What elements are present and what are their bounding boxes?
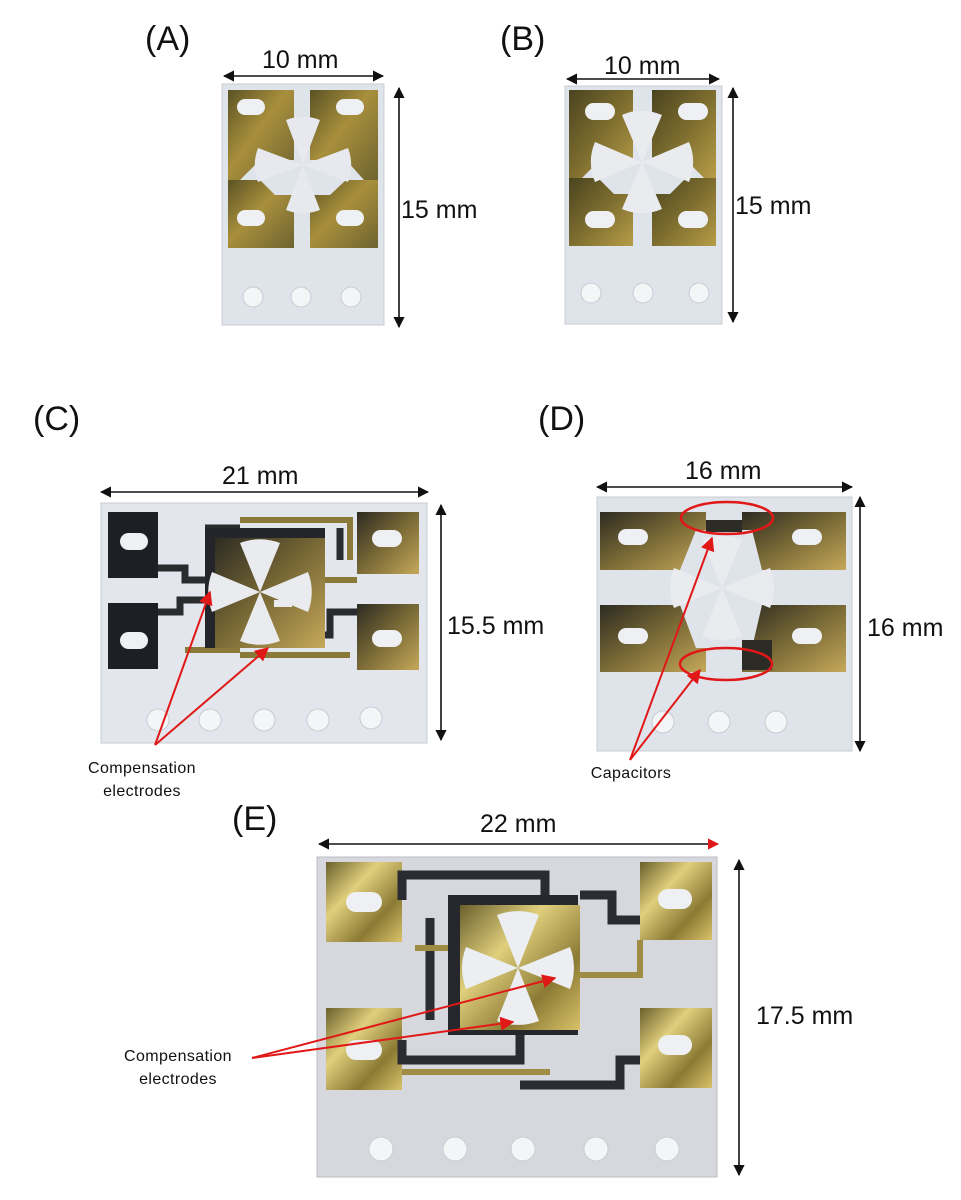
panel-e-annotation-line1: Compensation (124, 1048, 232, 1065)
panel-d-annotation: Capacitors (590, 765, 672, 782)
panel-b-label: (B) (500, 20, 546, 58)
panel-c-photo (100, 502, 428, 744)
panel-d-width-label: 16 mm (685, 457, 762, 485)
panel-d-annotation-arrows (629, 536, 715, 761)
panel-c-annotation: Compensation electrodes (72, 757, 212, 803)
panel-e-height-label: 17.5 mm (756, 1002, 854, 1030)
panel-c-label: (C) (33, 400, 81, 438)
panel-e-photo (316, 856, 718, 1178)
panel-d-photo (596, 496, 853, 752)
panel-a-photo (221, 83, 385, 326)
panel-e-annotation: Compensation electrodes (108, 1045, 248, 1091)
panel-d-height-label: 16 mm (867, 614, 944, 642)
panel-a-width-label: 10 mm (262, 46, 339, 74)
panel-c-annotation-arrows (154, 590, 270, 746)
panel-c-height-label: 15.5 mm (447, 612, 545, 640)
panel-e-annotation-line2: electrodes (139, 1071, 217, 1088)
panel-b-photo (564, 85, 723, 325)
panel-a-height-label: 15 mm (401, 196, 478, 224)
panel-c-annotation-line2: electrodes (103, 783, 181, 800)
panel-a-label: (A) (145, 20, 191, 58)
panel-d-capacitor-highlights (678, 500, 775, 682)
panel-b-height-label: 15 mm (735, 192, 812, 220)
panel-c-width-label: 21 mm (222, 462, 299, 490)
panel-e-label: (E) (232, 800, 278, 838)
panel-d-label: (D) (538, 400, 586, 438)
panel-c-annotation-line1: Compensation (88, 760, 196, 777)
panel-e-annotation-arrows (251, 974, 557, 1059)
panel-e-width-label: 22 mm (480, 810, 557, 838)
